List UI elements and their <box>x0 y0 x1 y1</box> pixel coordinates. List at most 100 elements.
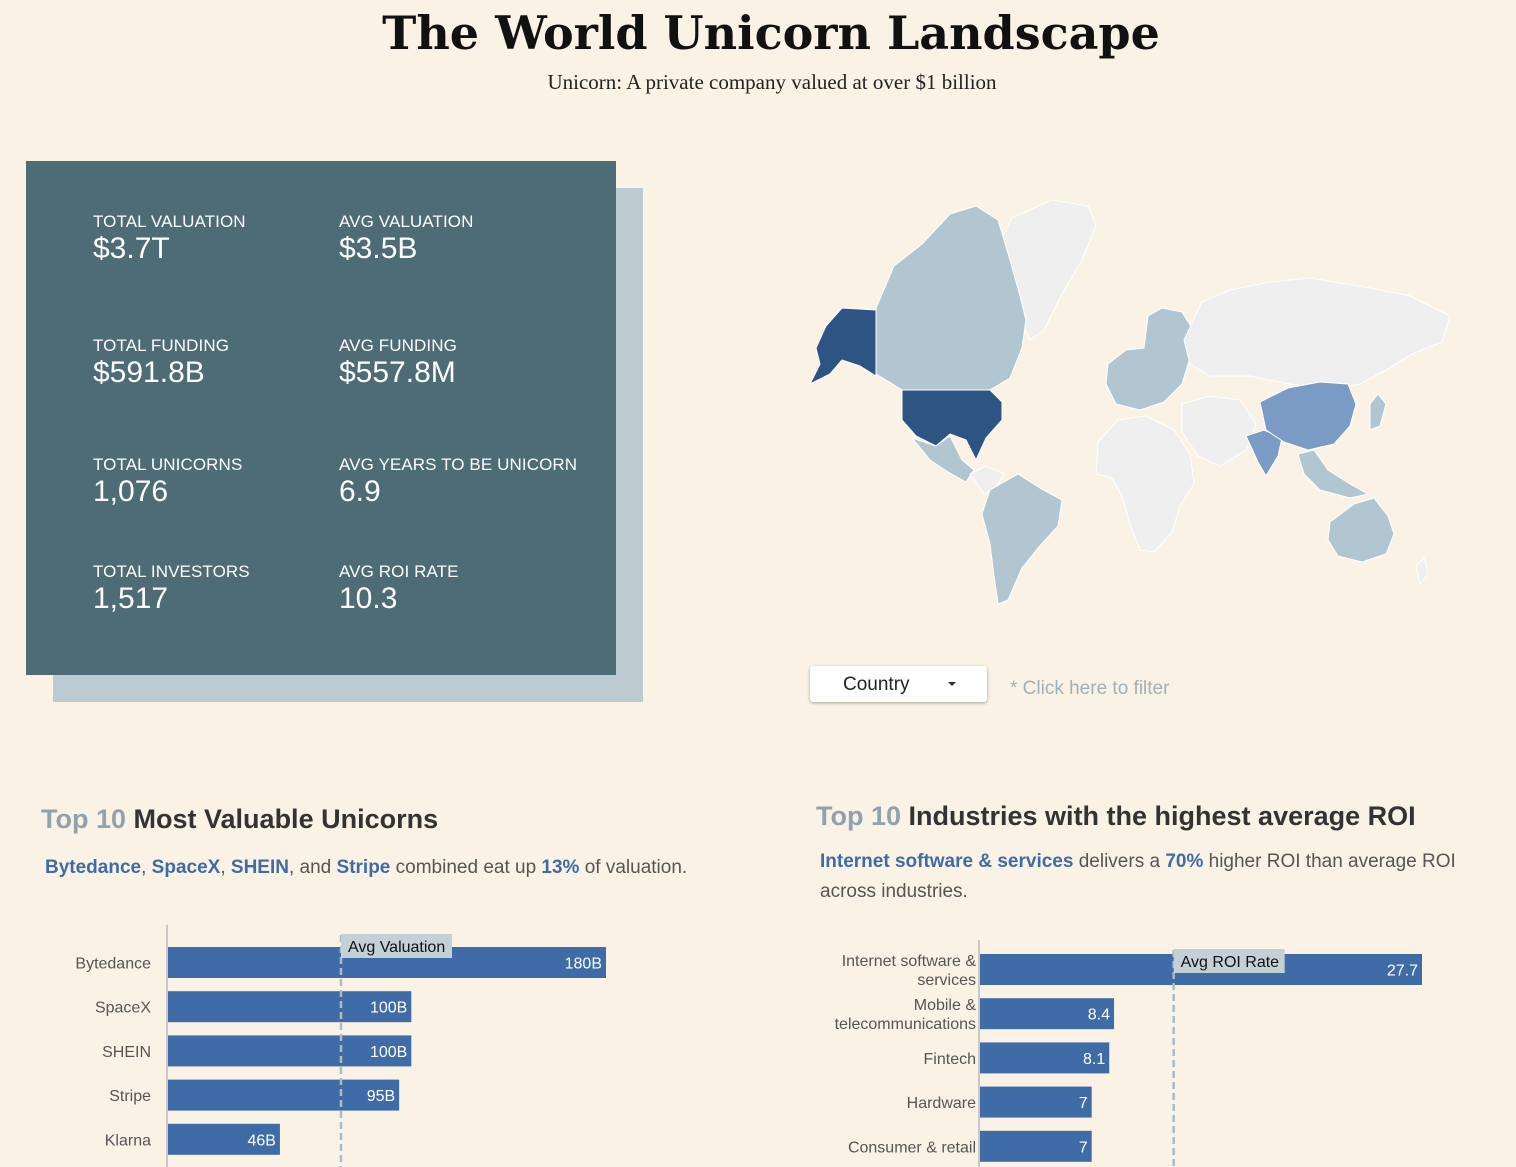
map-region-russia[interactable] <box>1183 277 1451 391</box>
bar[interactable] <box>168 1123 280 1155</box>
kpi-label: AVG YEARS TO BE UNICORN <box>339 455 578 474</box>
section-title-number: Top 10 <box>816 801 902 831</box>
desc-text: higher ROI than average ROI across indus… <box>820 851 1456 902</box>
desc-text: of valuation. <box>579 857 688 878</box>
bar[interactable] <box>980 998 1115 1030</box>
highlight-percent: 70% <box>1165 851 1204 872</box>
kpi-avg-years: AVG YEARS TO BE UNICORN 6.9 <box>339 455 577 509</box>
kpi-total-funding: TOTAL FUNDING $591.8B <box>93 336 229 390</box>
world-map[interactable] <box>790 198 1456 610</box>
desc-text: , <box>141 857 152 878</box>
category-label: Mobile & <box>914 997 977 1014</box>
kpi-value: 10.3 <box>339 582 398 615</box>
kpi-avg-funding: AVG FUNDING $557.8M <box>339 336 457 390</box>
avg-reference-label: Avg ROI Rate <box>1181 954 1280 971</box>
map-region-africa[interactable] <box>1095 415 1195 553</box>
kpi-value: $3.7T <box>93 232 170 265</box>
category-label: services <box>917 972 976 989</box>
map-region-canada[interactable] <box>875 205 1027 391</box>
avg-reference-box <box>1173 949 1285 973</box>
highlight-company: SpaceX <box>151 857 221 878</box>
kpi-value: 6.9 <box>339 475 381 508</box>
bar-value-label: 8.4 <box>1088 1007 1110 1024</box>
kpi-avg-roi: AVG ROI RATE 10.3 <box>339 562 459 616</box>
map-region-india[interactable] <box>1245 429 1283 477</box>
bar[interactable] <box>168 1079 400 1111</box>
map-region-middle-east[interactable] <box>1181 395 1257 467</box>
kpi-total-unicorns: TOTAL UNICORNS 1,076 <box>93 455 242 509</box>
section-title-text: Industries with the highest average ROI <box>908 801 1416 831</box>
bar-value-label: 46B <box>247 1132 275 1149</box>
section-desc-roi: Internet software & services delivers a … <box>820 847 1470 907</box>
bar-value-label: 7 <box>1079 1139 1088 1156</box>
kpi-label: AVG FUNDING <box>339 336 457 355</box>
bar-value-label: 180B <box>565 956 602 973</box>
kpi-label: AVG VALUATION <box>339 212 474 231</box>
map-region-southeast-asia[interactable] <box>1297 449 1369 499</box>
section-title-roi: Top 10 Industries with the highest avera… <box>816 801 1416 832</box>
category-label: SHEIN <box>102 1044 151 1061</box>
kpi-label: TOTAL FUNDING <box>93 336 230 355</box>
avg-reference-label: Avg Valuation <box>348 939 445 956</box>
kpi-total-valuation: TOTAL VALUATION $3.7T <box>93 212 246 266</box>
map-region-mexico[interactable] <box>911 435 975 483</box>
highlight-company: Bytedance <box>45 857 142 878</box>
category-label: Internet software & <box>842 953 977 970</box>
map-region-new-zealand[interactable] <box>1415 557 1429 585</box>
category-label: telecommunications <box>835 1016 976 1033</box>
desc-text: combined eat up <box>390 857 542 878</box>
highlight-industry: Internet software & services <box>820 851 1074 872</box>
map-region-south-america[interactable] <box>981 473 1063 605</box>
bar[interactable] <box>980 1130 1092 1162</box>
bar-value-label: 8.1 <box>1083 1051 1105 1068</box>
desc-text: delivers a <box>1073 851 1166 872</box>
bar-value-label: 27.7 <box>1387 963 1418 980</box>
map-region-china[interactable] <box>1259 381 1357 451</box>
bar-value-label: 7 <box>1079 1095 1088 1112</box>
kpi-value: 1,076 <box>93 475 169 508</box>
map-region-europe[interactable] <box>1105 307 1193 411</box>
kpi-card: TOTAL VALUATION $3.7T AVG VALUATION $3.5… <box>26 161 616 675</box>
category-label: Consumer & retail <box>848 1139 976 1156</box>
bar[interactable] <box>980 1042 1110 1074</box>
map-region-japan[interactable] <box>1369 393 1387 431</box>
section-title-valuable: Top 10 Most Valuable Unicorns <box>41 804 438 835</box>
section-desc-valuable: Bytedance, SpaceX, SHEIN, and Stripe com… <box>45 853 745 883</box>
desc-text: , and <box>288 857 337 878</box>
bar-value-label: 100B <box>370 1000 407 1017</box>
caret-down-icon <box>948 682 956 686</box>
bar-value-label: 100B <box>370 1044 407 1061</box>
avg-reference-box <box>340 934 452 958</box>
page-subtitle: Unicorn: A private company valued at ove… <box>547 70 997 94</box>
roi-bar-chart: 27.7 Internet software & services 8.4 Mobile… <box>835 940 1422 1167</box>
kpi-value: 1,517 <box>93 582 169 615</box>
kpi-label: TOTAL VALUATION <box>93 212 246 231</box>
bar[interactable] <box>980 1086 1092 1118</box>
kpi-total-investors: TOTAL INVESTORS 1,517 <box>93 562 250 616</box>
section-title-number: Top 10 <box>41 804 127 834</box>
kpi-label: AVG ROI RATE <box>339 562 459 581</box>
kpi-value: $591.8B <box>93 356 205 389</box>
map-region-australia[interactable] <box>1327 497 1395 563</box>
highlight-company: Stripe <box>336 857 391 878</box>
kpi-value: $3.5B <box>339 232 418 265</box>
kpi-label: TOTAL INVESTORS <box>93 562 250 581</box>
kpi-label: TOTAL UNICORNS <box>93 455 243 474</box>
category-label: Hardware <box>907 1095 976 1112</box>
highlight-company: SHEIN <box>230 857 289 878</box>
map-region-usa[interactable] <box>901 389 1003 461</box>
category-label: Stripe <box>109 1088 151 1105</box>
country-filter-label: Country <box>843 674 910 695</box>
highlight-percent: 13% <box>541 857 580 878</box>
category-label: Bytedance <box>75 956 151 973</box>
country-filter-dropdown[interactable]: Country <box>810 666 987 702</box>
category-label: Klarna <box>105 1132 151 1149</box>
kpi-value: $557.8M <box>339 356 456 389</box>
bar[interactable] <box>168 991 412 1023</box>
category-label: Fintech <box>924 1051 976 1068</box>
bar[interactable] <box>168 1035 412 1067</box>
map-region-alaska[interactable] <box>809 307 877 385</box>
page-title: The World Unicorn Landscape <box>382 6 1160 60</box>
valuation-bar-chart: 180B Bytedance 100B SpaceX 100B SHEIN 95B Strip… <box>75 925 606 1167</box>
category-label: SpaceX <box>95 1000 151 1017</box>
